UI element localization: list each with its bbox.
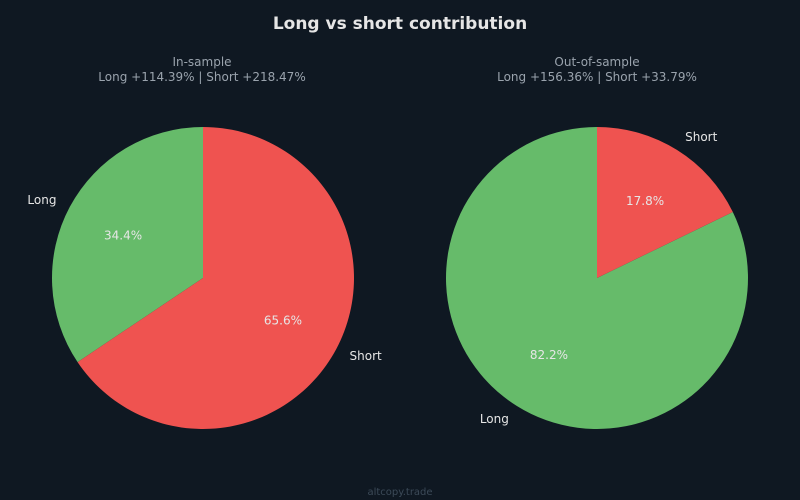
pie-category-label: Long [27, 193, 56, 207]
figure-title: Long vs short contribution [273, 14, 527, 34]
pie-slice-long [445, 127, 748, 429]
pie-labels: 82.2% Long 17.8% Short [480, 130, 718, 426]
pie-labels: 34.4% Long 65.6% Short [27, 193, 382, 363]
pie-slices [51, 127, 354, 429]
pie-panel-out-of-sample: Out-of-sample Long +156.36% | Short +33.… [445, 55, 748, 429]
watermark: altcopy.trade [367, 487, 432, 498]
pie-slice-short [77, 127, 354, 429]
pie-category-label: Long [480, 412, 509, 426]
pie-slice-short [597, 127, 733, 278]
pie-slice-long [51, 127, 204, 363]
pie-subtitle: Long +114.39% | Short +218.47% [98, 70, 305, 84]
pie-pct-label: 82.2% [530, 348, 568, 362]
pie-subtitle: Long +156.36% | Short +33.79% [497, 70, 697, 84]
pie-pct-label: 17.8% [626, 194, 664, 208]
pie-panel-in-sample: In-sample Long +114.39% | Short +218.47%… [27, 55, 382, 429]
pie-slices [445, 127, 748, 429]
pie-pct-label: 65.6% [264, 314, 302, 328]
pie-title: In-sample [172, 55, 231, 69]
pie-category-label: Short [350, 349, 382, 363]
pie-title: Out-of-sample [554, 55, 639, 69]
pie-pct-label: 34.4% [104, 228, 142, 242]
pie-category-label: Short [685, 130, 717, 144]
